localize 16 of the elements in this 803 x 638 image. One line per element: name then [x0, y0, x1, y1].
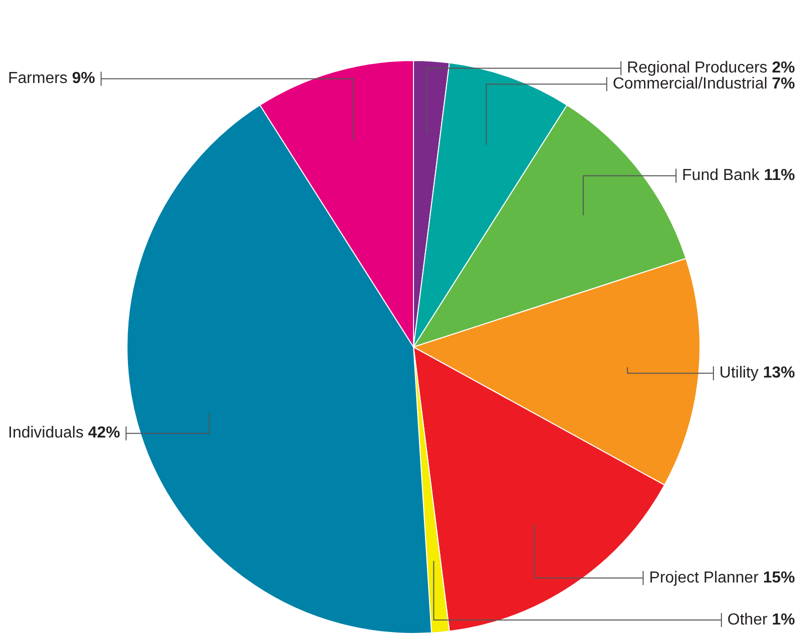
- data-label: 42%: [88, 424, 120, 442]
- data-label: 9%: [72, 70, 96, 88]
- slice-label: Other: [727, 611, 772, 628]
- data-label: 15%: [762, 569, 796, 586]
- slice-label: Individuals: [8, 424, 88, 442]
- slice-label: Farmers: [8, 70, 72, 88]
- slice-label: Project Planner: [649, 569, 763, 586]
- slice-label: Fund Bank: [682, 167, 764, 184]
- slice-label: Utility: [719, 364, 763, 382]
- data-label: 2%: [772, 60, 795, 77]
- data-label: 11%: [764, 167, 795, 184]
- data-label: 13%: [762, 364, 796, 382]
- slice-label: Commercial/Industrial: [612, 76, 772, 93]
- slice-label: Regional Producers: [626, 60, 772, 77]
- data-label: 1%: [772, 611, 795, 628]
- data-label: 7%: [772, 76, 795, 93]
